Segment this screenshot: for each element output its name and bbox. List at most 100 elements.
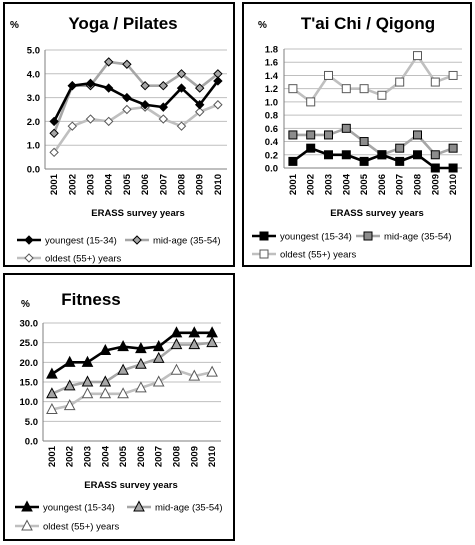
data-point-s2 <box>359 84 369 94</box>
data-point-s2 <box>46 402 58 415</box>
legend-label: youngest (15-34) <box>43 503 115 514</box>
data-point-s2 <box>49 147 59 158</box>
data-point-s0 <box>206 326 218 338</box>
legend-swatch-marker <box>21 500 33 512</box>
y-tick-label: 0.2 <box>265 150 278 161</box>
data-point-s0 <box>135 341 147 354</box>
data-point-s0 <box>81 355 94 367</box>
legend-swatch-marker <box>24 235 34 245</box>
data-point-s1 <box>341 123 351 133</box>
chart-panel-fitness: Fitness % ERASS survey years 0.0 5.0 10.0 1… <box>3 273 235 541</box>
data-point-s2 <box>395 77 405 87</box>
x-tick-label: 2008 <box>177 174 188 195</box>
data-point-s1 <box>176 69 187 79</box>
legend-label: mid-age (35-54) <box>153 236 221 247</box>
data-point-s2 <box>176 121 187 131</box>
data-point-s0 <box>288 156 298 166</box>
legend-label: youngest (15-34) <box>45 236 117 247</box>
x-axis-label: ERASS survey years <box>330 208 423 219</box>
data-point-s1 <box>103 57 114 67</box>
data-point-s0 <box>49 116 59 127</box>
data-point-s0 <box>413 150 422 160</box>
x-tick-label: 2005 <box>359 173 370 195</box>
x-tick-label: 2010 <box>213 174 224 195</box>
data-point-s1 <box>206 336 218 348</box>
data-point-s0 <box>63 355 76 367</box>
data-point-s0 <box>46 367 58 379</box>
data-point-s0 <box>359 156 369 166</box>
data-point-s1 <box>46 387 58 399</box>
data-point-s0 <box>306 143 316 153</box>
y-tick-label: 10.0 <box>20 397 39 408</box>
chart-taichi-svg: T'ai Chi / Qigong % ERASS survey years 0… <box>252 14 462 261</box>
data-point-s1 <box>359 137 369 147</box>
y-tick-label: 0.8 <box>265 111 278 122</box>
data-point-s2 <box>81 387 94 399</box>
data-point-s0 <box>213 76 223 86</box>
data-point-s1 <box>188 338 201 350</box>
data-point-s2 <box>99 387 112 399</box>
y-tick-label: 25.0 <box>20 338 39 349</box>
legend-swatch-marker <box>259 231 269 241</box>
data-point-s0 <box>194 100 205 110</box>
data-point-s0 <box>99 343 112 356</box>
series-line-0 <box>51 331 213 376</box>
series-line-2 <box>51 368 213 411</box>
data-point-s2 <box>158 114 169 124</box>
chart-panel-yoga: Yoga / Pilates % ERASS survey years 0.0 1… <box>3 2 235 267</box>
y-tick-label: 1.4 <box>265 71 279 82</box>
data-point-s1 <box>430 150 440 160</box>
data-point-s1 <box>99 375 112 387</box>
data-point-s1 <box>63 379 76 391</box>
y-tick-label: 30.0 <box>20 319 39 330</box>
series-line-1 <box>51 341 213 395</box>
x-tick-label: 2004 <box>104 173 115 195</box>
x-tick-label: 2001 <box>47 445 58 467</box>
data-point-s0 <box>122 92 132 103</box>
data-point-s0 <box>67 80 78 91</box>
x-tick-label: 2005 <box>122 173 133 195</box>
x-tick-label: 2002 <box>67 174 78 195</box>
data-point-s2 <box>413 51 422 61</box>
x-tick-label: 2002 <box>65 446 76 467</box>
series-line-1 <box>292 127 454 157</box>
data-point-s1 <box>194 83 205 93</box>
data-point-s1 <box>140 80 150 91</box>
data-point-s1 <box>395 143 405 153</box>
y-tick-label: 1.2 <box>265 84 278 95</box>
y-tick-label: 4.0 <box>27 69 40 80</box>
data-point-s0 <box>158 102 169 112</box>
data-point-s0 <box>448 163 458 173</box>
data-point-s2 <box>152 375 165 387</box>
legend-swatch-marker <box>363 231 373 241</box>
data-point-s2 <box>448 70 458 80</box>
chart-title: Fitness <box>61 290 121 309</box>
x-tick-label: 2004 <box>100 445 111 467</box>
data-point-s0 <box>103 83 114 93</box>
data-point-s1 <box>306 130 316 140</box>
y-tick-label: 5.0 <box>25 417 38 428</box>
series-line-2 <box>292 54 454 104</box>
data-point-s1 <box>117 363 129 375</box>
data-point-s2 <box>63 399 76 411</box>
data-point-s1 <box>413 130 422 140</box>
legend-swatch-marker <box>259 249 269 259</box>
data-point-s2 <box>67 121 78 131</box>
y-tick-label: 0.4 <box>265 137 279 148</box>
y-axis-unit: % <box>10 20 19 31</box>
x-tick-label: 2010 <box>207 446 218 467</box>
data-point-s2 <box>288 84 298 94</box>
x-tick-label: 2003 <box>324 174 335 195</box>
x-tick-label: 2007 <box>395 174 406 195</box>
x-tick-label: 2008 <box>172 446 183 467</box>
y-tick-label: 0.0 <box>27 165 40 176</box>
y-tick-label: 3.0 <box>27 93 40 104</box>
legend-label: oldest (55+) years <box>43 522 120 533</box>
data-point-s0 <box>176 83 187 93</box>
legend-swatch-marker <box>132 235 142 245</box>
y-tick-label: 1.0 <box>27 141 40 152</box>
x-tick-label: 2003 <box>83 446 94 467</box>
x-tick-label: 2005 <box>118 445 129 467</box>
series-line-0 <box>52 80 219 122</box>
x-tick-label: 2006 <box>377 174 388 195</box>
